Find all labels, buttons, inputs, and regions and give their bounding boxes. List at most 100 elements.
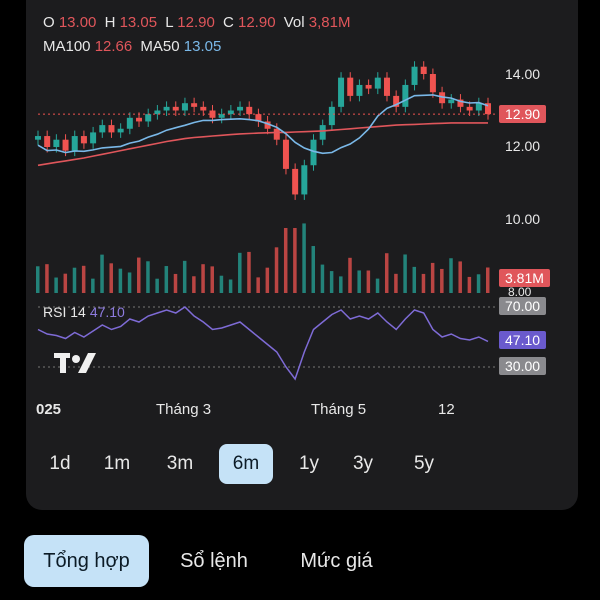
volume-bar xyxy=(384,253,389,293)
candle-body xyxy=(154,110,161,115)
candle-body xyxy=(457,99,464,107)
volume-bar xyxy=(467,276,472,293)
candle-body xyxy=(255,114,262,122)
volume-bar xyxy=(458,261,462,293)
volume-tag: 3.81M xyxy=(499,269,550,287)
bottom-tabs: Tổng hợp Sổ lệnh Mức giá xyxy=(24,535,584,587)
ma100-label: MA100 xyxy=(43,38,91,55)
ma50-value: 13.05 xyxy=(183,38,222,55)
volume-bar xyxy=(109,263,113,293)
range-3y[interactable]: 3y xyxy=(352,453,374,474)
ma100-line xyxy=(37,122,488,167)
open-value: 13.00 xyxy=(58,14,97,31)
ma50-label: MA50 xyxy=(140,38,180,55)
volume-bar xyxy=(274,247,279,293)
volume-bar xyxy=(486,267,490,293)
volume-bar xyxy=(238,252,242,293)
rsi-label: RSI 14 xyxy=(43,304,86,320)
range-1d[interactable]: 1d xyxy=(49,453,71,474)
range-6m[interactable]: 6m xyxy=(219,444,273,484)
range-5y[interactable]: 5y xyxy=(413,453,435,474)
volume-bar xyxy=(320,264,325,293)
candle-body xyxy=(429,74,436,93)
volume-bar xyxy=(449,258,453,293)
ma-row: MA100 12.66 MA50 13.05 xyxy=(43,38,221,55)
rsi-title: RSI 14 47.10 xyxy=(43,304,125,320)
ma50-line xyxy=(37,94,489,155)
volume-bar xyxy=(100,254,104,293)
volume-bar xyxy=(311,246,316,293)
candle-body xyxy=(108,125,115,133)
open-label: O xyxy=(43,14,55,31)
range-selector: 1d 1m 3m 6m 1y 3y 5y xyxy=(36,444,566,486)
volume-bar xyxy=(118,268,123,293)
volume-bar xyxy=(45,264,49,293)
candle-body xyxy=(383,77,390,96)
candle-body xyxy=(237,106,244,111)
volume-bar xyxy=(375,278,380,293)
candle-body xyxy=(466,106,473,111)
rsi-low-tag: 30.00 xyxy=(499,357,547,375)
volume-value: 3,81M xyxy=(308,14,351,31)
tab-tong-hop[interactable]: Tổng hợp xyxy=(24,535,149,587)
volume-bar xyxy=(210,266,214,293)
price-tick-10: 10.00 xyxy=(505,211,541,227)
last-price-tag: 12.90 xyxy=(499,105,547,123)
high-label: H xyxy=(104,14,116,31)
x-label-thang5: Tháng 5 xyxy=(311,401,367,418)
candle-body xyxy=(209,110,216,118)
candle-body xyxy=(90,132,97,144)
volume-bar xyxy=(127,272,132,293)
low-label: L xyxy=(165,14,174,31)
range-1y[interactable]: 1y xyxy=(298,453,320,474)
candle-body xyxy=(264,121,271,129)
tab-so-lenh[interactable]: Sổ lệnh xyxy=(180,550,248,572)
volume-bar xyxy=(329,271,334,293)
candle-body xyxy=(35,136,41,140)
price-tick-14: 14.00 xyxy=(505,66,541,82)
volume-bar xyxy=(265,267,270,293)
candle-body xyxy=(282,139,289,169)
volume-bar xyxy=(430,262,435,293)
candle-body xyxy=(338,77,345,107)
price-tick-8: 8.00 xyxy=(508,285,532,299)
candle-body xyxy=(402,84,409,107)
volume-bar xyxy=(247,251,251,293)
candle-body xyxy=(411,66,418,85)
volume-bar xyxy=(36,266,40,293)
high-value: 13.05 xyxy=(119,14,158,31)
candle-body xyxy=(310,139,317,166)
volume-bar xyxy=(192,276,196,293)
rsi-value-tag: 47.10 xyxy=(499,331,547,349)
candle-body xyxy=(328,106,335,126)
range-1m[interactable]: 1m xyxy=(103,453,131,474)
volume-bar xyxy=(72,267,77,293)
candle-body xyxy=(53,139,60,147)
candle-body xyxy=(475,103,482,111)
ma100-value: 12.66 xyxy=(94,38,133,55)
volume-bar xyxy=(394,273,398,293)
candle-body xyxy=(117,128,124,133)
range-3m[interactable]: 3m xyxy=(166,453,194,474)
candle-body xyxy=(62,139,69,151)
volume-bar xyxy=(440,268,444,293)
candle-body xyxy=(246,106,253,115)
volume-bar xyxy=(182,260,187,293)
candle-body xyxy=(200,106,207,111)
tab-muc-gia[interactable]: Mức giá xyxy=(300,550,373,572)
volume-bar xyxy=(339,276,343,293)
candle-body xyxy=(485,103,491,115)
x-label-thang3: Tháng 3 xyxy=(156,401,212,418)
candle-body xyxy=(292,168,299,195)
candle-body xyxy=(273,128,280,140)
candle-body xyxy=(439,92,446,104)
candle-body xyxy=(347,77,354,96)
candle-body xyxy=(448,99,455,104)
price-chart[interactable] xyxy=(0,0,600,420)
volume-bar xyxy=(421,273,426,293)
candle-body xyxy=(365,84,372,89)
volume-bar xyxy=(155,278,159,293)
tradingview-logo-icon xyxy=(54,353,96,373)
candle-body xyxy=(420,66,427,74)
price-tick-12: 12.00 xyxy=(505,138,541,154)
